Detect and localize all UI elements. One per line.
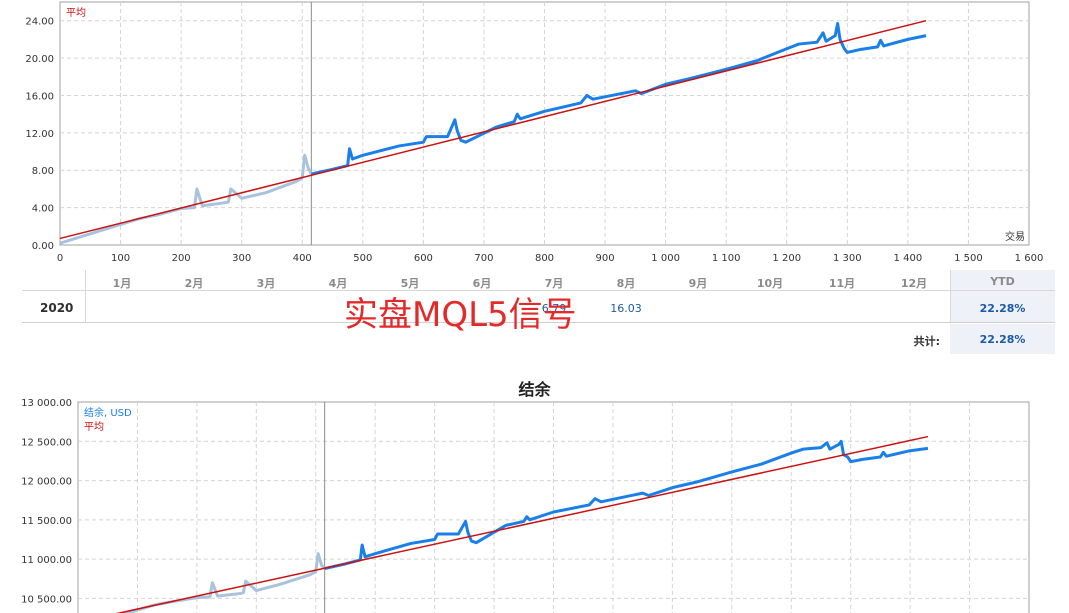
month-header: 9月 bbox=[688, 277, 708, 290]
x-tick-label: 0 bbox=[57, 253, 63, 264]
y-tick-label: 12.00 bbox=[25, 129, 54, 140]
profit-chart: 0.00 4.00 8.00 12.00 16.00 20.00 24.00 0 100 200 3… bbox=[25, 1, 1044, 264]
total-value: 22.28% bbox=[979, 333, 1026, 346]
y-tick-label: 12 000.00 bbox=[21, 477, 72, 488]
x-tick-label: 1 000 bbox=[651, 253, 680, 264]
y-tick-label: 13 000.00 bbox=[21, 399, 72, 409]
y-tick-label: 20.00 bbox=[25, 54, 54, 65]
month-header: 3月 bbox=[256, 277, 276, 290]
x-tick-label: 300 bbox=[232, 253, 251, 264]
x-tick-label: 800 bbox=[535, 253, 554, 264]
x-tick-label: 600 bbox=[414, 253, 433, 264]
month-header: 6月 bbox=[472, 277, 492, 290]
x-tick-label: 1 400 bbox=[894, 253, 923, 264]
monthly-returns-table: 1月 2月 3月 4月 5月 6月 7月 8月 9月 10月 11月 12月 YTD 2020 6.7… bbox=[22, 270, 1055, 355]
ytd-value: 22.28% bbox=[979, 302, 1026, 315]
x-tick-label: 900 bbox=[596, 253, 615, 264]
x-tick-label: 1 300 bbox=[833, 253, 862, 264]
y-tick-label: 4.00 bbox=[32, 204, 54, 215]
month-header: 5月 bbox=[400, 277, 420, 290]
x-tick-label: 400 bbox=[293, 253, 312, 264]
ytd-column-bg bbox=[950, 270, 1055, 322]
x-tick-label: 1 200 bbox=[772, 253, 801, 264]
x-tick-label: 100 bbox=[111, 253, 130, 264]
balance-chart-title: 结余 bbox=[518, 380, 551, 399]
x-tick-label: 1 500 bbox=[954, 253, 983, 264]
x-tick-label: 700 bbox=[474, 253, 493, 264]
y-tick-label: 16.00 bbox=[25, 91, 54, 102]
month-header: 4月 bbox=[328, 277, 348, 290]
month-header: 10月 bbox=[756, 277, 784, 290]
y-tick-label: 10 500.00 bbox=[21, 594, 72, 605]
x-axis-label: 交易 bbox=[1005, 230, 1025, 243]
y-tick-label: 11 500.00 bbox=[21, 516, 72, 527]
average-line bbox=[59, 19, 927, 240]
month-value: 16.03 bbox=[610, 302, 642, 315]
month-value: 6.79 bbox=[541, 302, 567, 315]
watermark-text: 实盘MQL5信号 bbox=[344, 295, 577, 335]
y-tick-label: 24.00 bbox=[25, 17, 54, 28]
month-header: 8月 bbox=[616, 277, 636, 290]
total-label: 共计: bbox=[913, 335, 940, 348]
y-tick-label: 8.00 bbox=[32, 166, 54, 177]
x-tick-label: 500 bbox=[353, 253, 372, 264]
month-header: 7月 bbox=[544, 277, 564, 290]
average-line bbox=[115, 435, 929, 613]
x-tick-label: 1 600 bbox=[1015, 253, 1044, 264]
year-label: 2020 bbox=[40, 301, 74, 315]
month-header: 1月 bbox=[112, 277, 132, 290]
month-header: 11月 bbox=[828, 277, 856, 290]
month-header: 2月 bbox=[184, 277, 204, 290]
y-tick-label: 12 500.00 bbox=[21, 437, 72, 448]
legend-balance: 结余, USD bbox=[84, 406, 132, 419]
series-line-signal bbox=[311, 21, 927, 176]
series-line-signal bbox=[324, 439, 929, 571]
total-value-bg bbox=[950, 324, 1055, 354]
legend-average: 平均 bbox=[84, 421, 104, 433]
legend-average: 平均 bbox=[66, 7, 86, 19]
y-tick-label: 11 000.00 bbox=[21, 555, 72, 566]
balance-chart: 10 500.00 11 000.00 11 500.00 12 000.00 12 5… bbox=[21, 399, 1030, 613]
y-tick-label: 0.00 bbox=[32, 241, 54, 252]
x-tick-label: 200 bbox=[172, 253, 191, 264]
x-tick-label: 1 100 bbox=[712, 253, 741, 264]
ytd-header: YTD bbox=[990, 275, 1015, 288]
month-header: 12月 bbox=[900, 277, 928, 290]
